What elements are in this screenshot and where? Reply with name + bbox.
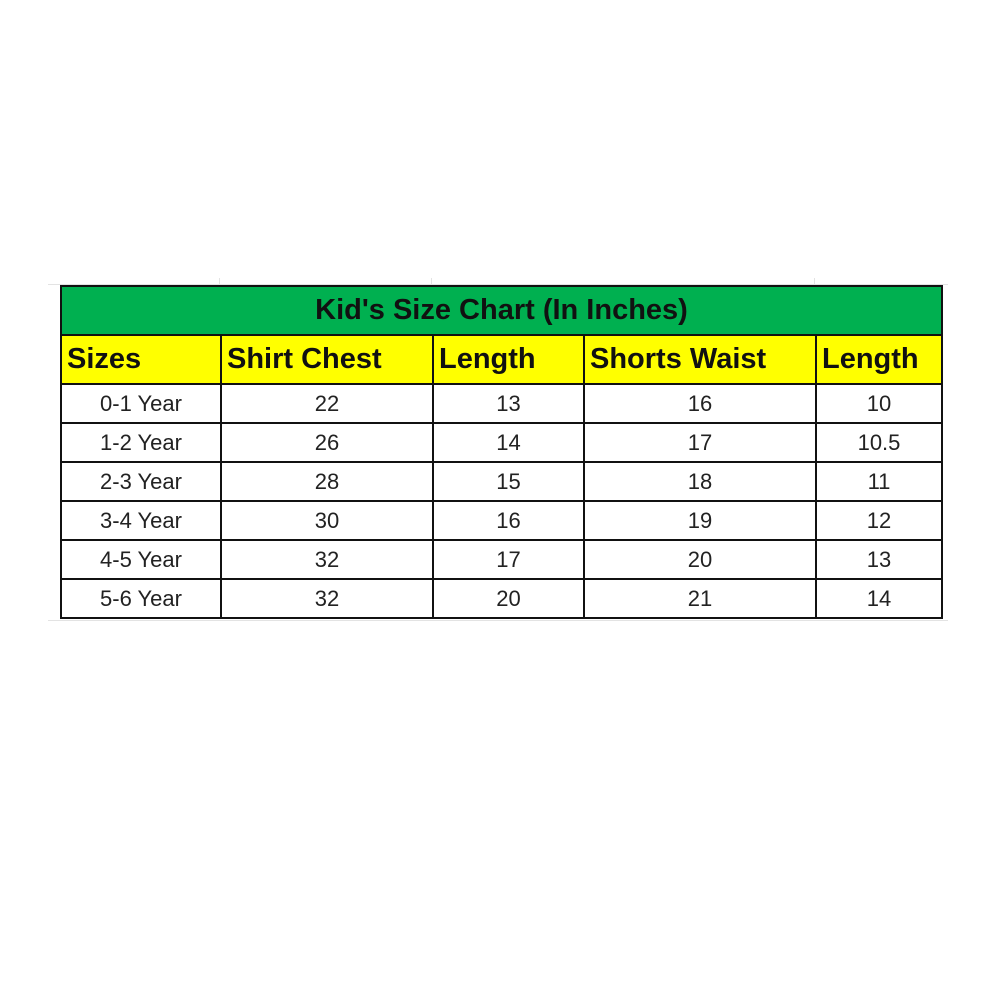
cell-shorts-length: 12 xyxy=(815,500,943,541)
cell-shorts-length: 11 xyxy=(815,461,943,502)
cell-shorts-waist: 16 xyxy=(583,383,817,424)
sheet-gridline xyxy=(48,284,948,285)
size-chart-table: Kid's Size Chart (In Inches) Sizes Shirt… xyxy=(60,285,943,619)
cell-shirt-length: 14 xyxy=(432,422,585,463)
sheet-gridline xyxy=(431,278,432,285)
cell-shorts-waist: 20 xyxy=(583,539,817,580)
cell-shirt-length: 16 xyxy=(432,500,585,541)
cell-shorts-length: 10 xyxy=(815,383,943,424)
table-row: 5-6 Year 32 20 21 14 xyxy=(60,578,943,619)
header-row: Sizes Shirt Chest Length Shorts Waist Le… xyxy=(60,334,943,385)
cell-shirt-chest: 22 xyxy=(220,383,434,424)
sheet-gridline xyxy=(814,278,815,285)
cell-size: 1-2 Year xyxy=(60,422,222,463)
cell-shirt-length: 15 xyxy=(432,461,585,502)
cell-shorts-length: 10.5 xyxy=(815,422,943,463)
cell-shorts-waist: 21 xyxy=(583,578,817,619)
cell-shorts-length: 14 xyxy=(815,578,943,619)
header-shorts-waist: Shorts Waist xyxy=(583,334,817,385)
header-shirt-length: Length xyxy=(432,334,585,385)
table-row: 1-2 Year 26 14 17 10.5 xyxy=(60,422,943,463)
cell-size: 0-1 Year xyxy=(60,383,222,424)
cell-shirt-chest: 32 xyxy=(220,578,434,619)
cell-shirt-chest: 30 xyxy=(220,500,434,541)
cell-size: 3-4 Year xyxy=(60,500,222,541)
table-row: 4-5 Year 32 17 20 13 xyxy=(60,539,943,580)
table-row: 2-3 Year 28 15 18 11 xyxy=(60,461,943,502)
cell-shirt-length: 20 xyxy=(432,578,585,619)
header-shirt-chest: Shirt Chest xyxy=(220,334,434,385)
sheet-gridline xyxy=(219,278,220,285)
table-row: 0-1 Year 22 13 16 10 xyxy=(60,383,943,424)
table-title: Kid's Size Chart (In Inches) xyxy=(60,285,943,336)
cell-shorts-waist: 17 xyxy=(583,422,817,463)
cell-shirt-chest: 32 xyxy=(220,539,434,580)
cell-shirt-chest: 26 xyxy=(220,422,434,463)
cell-size: 2-3 Year xyxy=(60,461,222,502)
cell-shorts-waist: 19 xyxy=(583,500,817,541)
cell-shirt-length: 17 xyxy=(432,539,585,580)
cell-shirt-length: 13 xyxy=(432,383,585,424)
cell-shorts-length: 13 xyxy=(815,539,943,580)
header-shorts-length: Length xyxy=(815,334,943,385)
cell-size: 5-6 Year xyxy=(60,578,222,619)
cell-size: 4-5 Year xyxy=(60,539,222,580)
header-sizes: Sizes xyxy=(60,334,222,385)
table-row: 3-4 Year 30 16 19 12 xyxy=(60,500,943,541)
cell-shorts-waist: 18 xyxy=(583,461,817,502)
cell-shirt-chest: 28 xyxy=(220,461,434,502)
sheet-gridline xyxy=(48,620,948,621)
